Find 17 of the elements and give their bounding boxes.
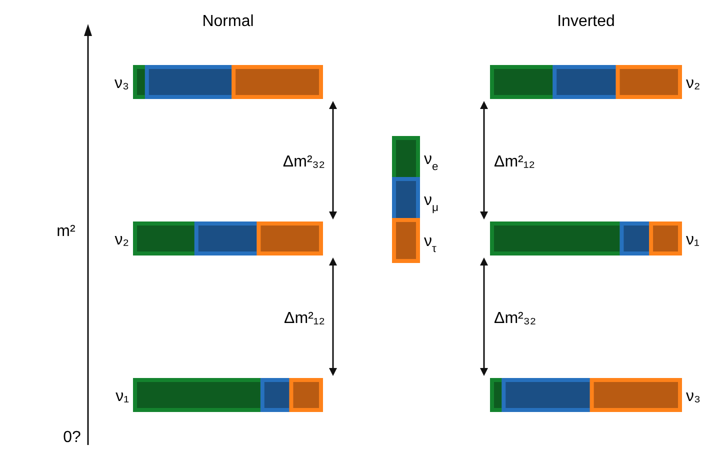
chart-title: Normal <box>202 13 254 30</box>
text: Inverted <box>557 13 615 30</box>
annotation: Δm²₁₂ <box>494 153 535 170</box>
y-tick-label: ν₂ <box>114 232 129 248</box>
y-axis-title: m² <box>56 223 76 240</box>
text: ν$_{μ}$ <box>424 192 438 214</box>
y-tick-label: ν₃ <box>686 388 701 405</box>
text: ν$_{τ}$ <box>424 233 437 255</box>
y-tick-label: ν₁ <box>686 232 700 248</box>
y-tick-label: ν₃ <box>114 75 129 92</box>
y-tick-label: ν₂ <box>686 75 700 92</box>
annotation: Δm²₁₂ <box>284 310 325 327</box>
y-tick-label: ν₁ <box>116 388 129 405</box>
annotation: Δm²₃₂ <box>494 310 536 327</box>
text: 0? <box>63 429 81 446</box>
annotation: Δm²₃₂ <box>282 153 325 170</box>
text: ν$_{e}$ <box>424 151 438 173</box>
